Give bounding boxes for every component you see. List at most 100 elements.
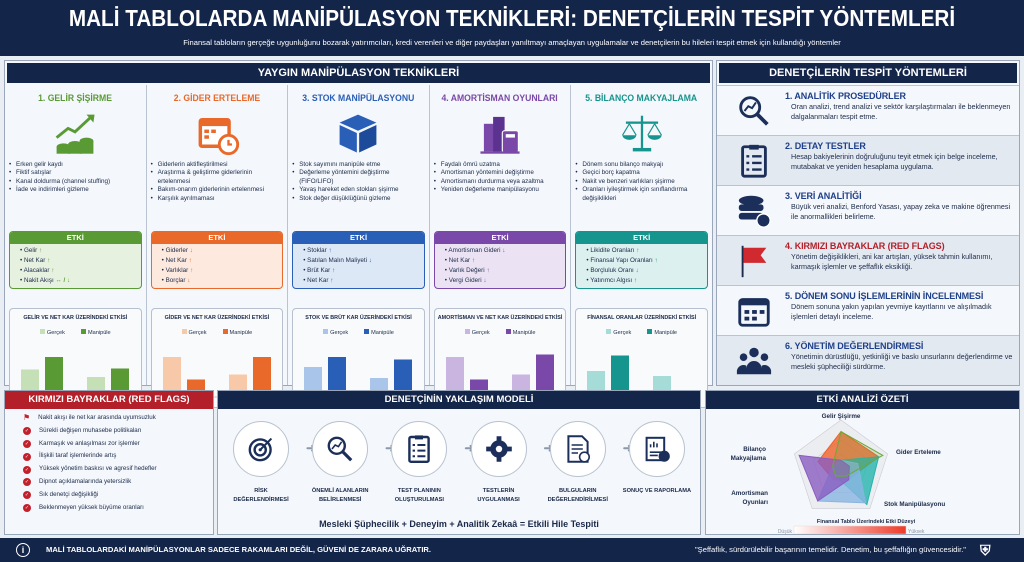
impact-box: ETKİ • Stoklar ↑ • Satılan Malın Maliyeti … [292, 231, 425, 289]
impact-arrow: ↑ [332, 267, 336, 274]
impact-label: ETKİ [576, 232, 707, 244]
red-flag-item: ✓ Karmaşık ve anlaşılması zor işlemler [23, 439, 140, 448]
bullet-item: Nakit ve benzeri varlıkları şişirme [575, 178, 708, 187]
magnifier-chart-icon [723, 89, 785, 132]
legend-real: Gerçek [39, 329, 65, 336]
chart-title: GELİR VE NET KAR ÜZERİNDEKİ ETKİSİ [23, 315, 128, 321]
step-label: RİSK DEĞERLENDİRMESİ [233, 488, 289, 503]
legend-manipulated: Manipüle [222, 329, 252, 336]
growth-coins-icon [9, 109, 142, 157]
method-title: 6. YÖNETİM DEĞERLENDİRMESİ [785, 341, 924, 351]
arrow-right-icon: ➜ [622, 441, 633, 455]
impact-box: ETKİ • Likidite Oranları ↑ • Finansal Yapı… [575, 231, 708, 289]
bar-real [445, 357, 464, 397]
database-icon [723, 189, 785, 232]
radar-title: ETKİ ANALİZİ ÖZETİ [706, 391, 1019, 409]
technique-bullets: Faydalı ömrü uzatmaAmortisman yöntemini … [434, 161, 567, 231]
step-label: SONUÇ VE RAPORLAMA [622, 488, 692, 494]
checklist-icon [723, 139, 785, 182]
report-check-icon [628, 421, 685, 477]
impact-item: • Net Kar ↑ [303, 277, 334, 284]
impact-box: ETKİ • Gelir ↑ • Net Kar ↑ • Alacaklar ↑ • N… [9, 231, 142, 289]
impact-label: ETKİ [10, 232, 141, 244]
red-flags-panel: KIRMIZI BAYRAKLAR (RED FLAGS) ⚑ Nakit akı… [4, 390, 214, 535]
scale-low: Düşük [778, 529, 793, 534]
bullet-item: Karşılık ayrılmaması [151, 195, 284, 204]
bullet-item: Oranları iyileştirmek için sınıflandırma… [575, 186, 708, 203]
people-icon [723, 339, 785, 382]
arrow-right-icon: ➜ [464, 441, 475, 455]
method-title: 2. DETAY TESTLER [785, 141, 866, 151]
method-description: Dönem sonuna yakın yapılan yevmiye kayıt… [791, 302, 992, 321]
impact-arrow: ↓ [635, 267, 639, 274]
target-icon [233, 421, 289, 477]
detection-method: 3. VERİ ANALİTİĞİ Büyük veri analizi, Ben… [717, 185, 1019, 235]
bullet-item: Giderlerin aktifleştirilmesi [151, 161, 284, 170]
bar-manipulated [394, 359, 413, 397]
method-description: Hesap bakiyelerinin doğruluğunu teyit et… [791, 152, 998, 171]
impact-item: • Yatırımcı Algısı ↑ [586, 277, 637, 284]
legend-real: Gerçek [323, 329, 348, 336]
impact-arrow: ↑ [633, 277, 637, 284]
bar-manipulated [45, 357, 63, 397]
bullet-item: Geçici borç kapatma [575, 169, 708, 178]
bullet-item: Dönem sonu bilanço makyajı [575, 161, 708, 170]
bullet-item: Faydalı ömrü uzatma [434, 161, 567, 170]
bullet-item: Kanal doldurma (channel stuffing) [9, 178, 142, 187]
red-flag-item: ⚑ Nakit akışı ile net kar arasında uyumsu… [23, 412, 213, 425]
radar-series [798, 454, 850, 502]
impact-item: • Brüt Kar ↑ [303, 267, 336, 274]
radar-axis-label: Makyajlama [731, 455, 767, 462]
document-check-icon [549, 421, 606, 477]
impact-arrow: ↑ [654, 257, 658, 264]
impact-item: • Finansal Yapı Oranları ↑ [586, 257, 658, 264]
check-icon: ✓ [23, 491, 31, 500]
page-subtitle: Finansal tabloların gerçeğe uygunluğunu … [183, 38, 841, 47]
bar-manipulated [328, 357, 347, 397]
red-flag-item: ✓ Sık denetçi değişikliği [23, 490, 99, 500]
radar-axis-label: Gelir Şişirme [822, 413, 861, 420]
technique-column: 1. GELİR ŞİŞİRME Erken gelir kaydıFiktif… [5, 85, 147, 408]
step-label: TESTLERİN UYGULANMASI [477, 488, 520, 503]
impact-item: • Vergi Gideri ↓ [444, 277, 487, 284]
impact-item: • Net Kar ↑ [444, 257, 476, 264]
legend-real: Gerçek [606, 329, 631, 336]
chart-title: AMORTİSMAN VE NET KAR ÜZERİNDEKİ ETKİSİ [437, 315, 563, 321]
method-description: Büyük veri analizi, Benford Yasası, yapa… [791, 202, 1011, 221]
red-flag-item: ✓ Yüksek yönetim baskısı ve agresif hedef… [23, 465, 157, 474]
check-icon: ✓ [23, 452, 31, 461]
arrow-right-icon: ➜ [543, 441, 554, 455]
legend-manipulated: Manipüle [364, 329, 394, 336]
impact-arrow: ↑ [189, 267, 194, 274]
technique-column: 3. STOK MANİPÜLASYONU Stok sayımını mani… [288, 85, 430, 408]
impact-arrow: ↑ [330, 277, 334, 284]
detection-method: 4. KIRMIZI BAYRAKLAR (RED FLAGS) Yönetim … [717, 235, 1019, 285]
building-calculator-icon [434, 109, 567, 157]
bullet-item: Araştırma & geliştirme giderlerinin erte… [151, 169, 284, 186]
red-flag-item: ✓ Beklenmeyen yüksek büyüme oranları [23, 503, 144, 512]
detection-panel: DENETÇİLERİN TESPİT YÖNTEMLERİ 1. ANALİT… [716, 60, 1020, 386]
check-icon: ✓ [23, 427, 31, 436]
impact-arrow: ↑ [328, 247, 332, 254]
footer: i MALİ TABLOLARDAKİ MANİPÜLASYONLAR SADE… [0, 538, 1024, 562]
approach-panel: DENETÇİNİN YAKLAŞIM MODELİ RİSK DEĞERLEN… [217, 390, 701, 535]
impact-item: • Varlık Değeri ↑ [444, 267, 490, 274]
impact-arrow: ↔ / ↓ [55, 277, 71, 284]
approach-title: DENETÇİNİN YAKLAŞIM MODELİ [218, 391, 700, 409]
technique-bullets: Dönem sonu bilanço makyajıGeçici borç ka… [575, 161, 708, 231]
detection-method: 5. DÖNEM SONU İŞLEMLERİNİN İNCELENMESİ Dö… [717, 285, 1019, 335]
impact-label: ETKİ [434, 232, 566, 244]
approach-step: RİSK DEĞERLENDİRMESİ ➜ [226, 421, 316, 505]
arrow-right-icon: ➜ [305, 441, 316, 455]
technique-title: 5. BİLANÇO MAKYAJLAMA [585, 93, 698, 104]
impact-label: ETKİ [293, 232, 424, 244]
method-title: 5. DÖNEM SONU İŞLEMLERİNİN İNCELENMESİ [785, 291, 984, 301]
radar-axis-label: Bilanço [743, 446, 766, 453]
step-label: TEST PLANININ OLUŞTURULMASI [394, 488, 445, 503]
bullet-item: Değerleme yöntemini değiştirme (FIFO/LIF… [292, 169, 425, 186]
calendar-clock-icon [151, 109, 284, 157]
impact-box: ETKİ • Amortisman Gideri ↓ • Net Kar ↑ • Va… [433, 231, 567, 289]
radar-axis-label: Gider Erteleme [896, 449, 941, 456]
impact-arrow: ↑ [486, 267, 490, 274]
method-description: Oran analizi, trend analizi ve sektör ka… [791, 102, 1011, 121]
